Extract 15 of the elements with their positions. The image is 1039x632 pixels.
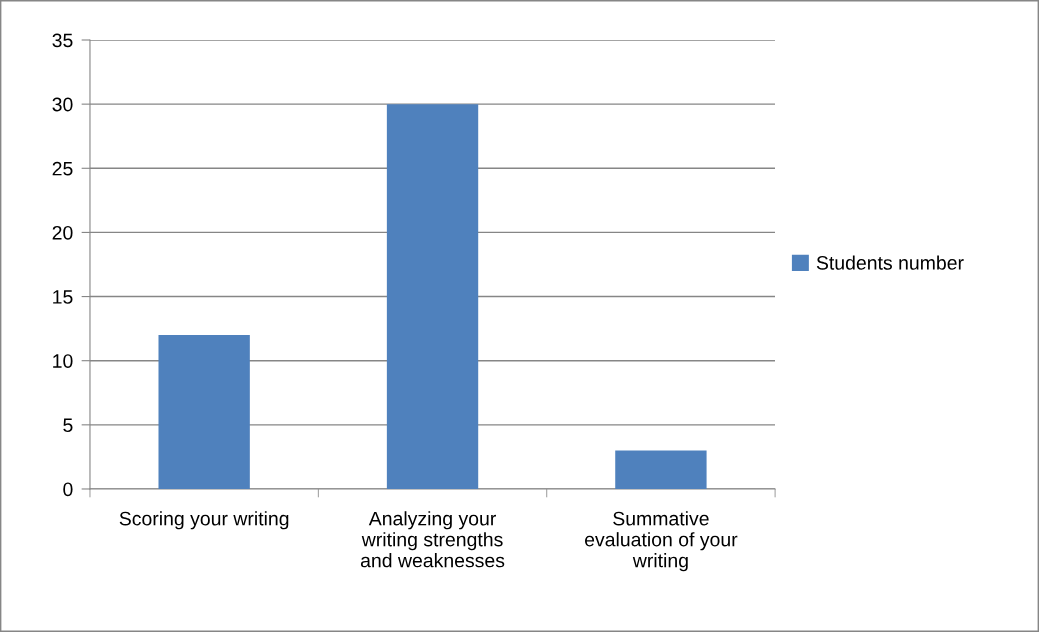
x-tick-label: Scoring your writing — [119, 511, 289, 530]
x-tick-label: Analyzing your writing strengths and weaknesses — [360, 511, 505, 568]
y-tick-label: 30 — [52, 97, 73, 112]
y-tick-label: 25 — [52, 161, 73, 176]
legend-label: Students number — [816, 255, 964, 270]
bar — [386, 104, 479, 489]
y-tick-label: 0 — [63, 482, 73, 497]
bar — [615, 450, 707, 489]
y-tick-label: 10 — [53, 354, 73, 368]
y-tick-label: 20 — [52, 225, 73, 240]
y-tick-label: 35 — [52, 33, 73, 48]
y-tick-label: 5 — [63, 418, 73, 433]
y-tick-label: 15 — [53, 290, 73, 304]
bar — [158, 335, 250, 489]
x-tick-label: Summative evaluation of your writing — [584, 511, 738, 572]
